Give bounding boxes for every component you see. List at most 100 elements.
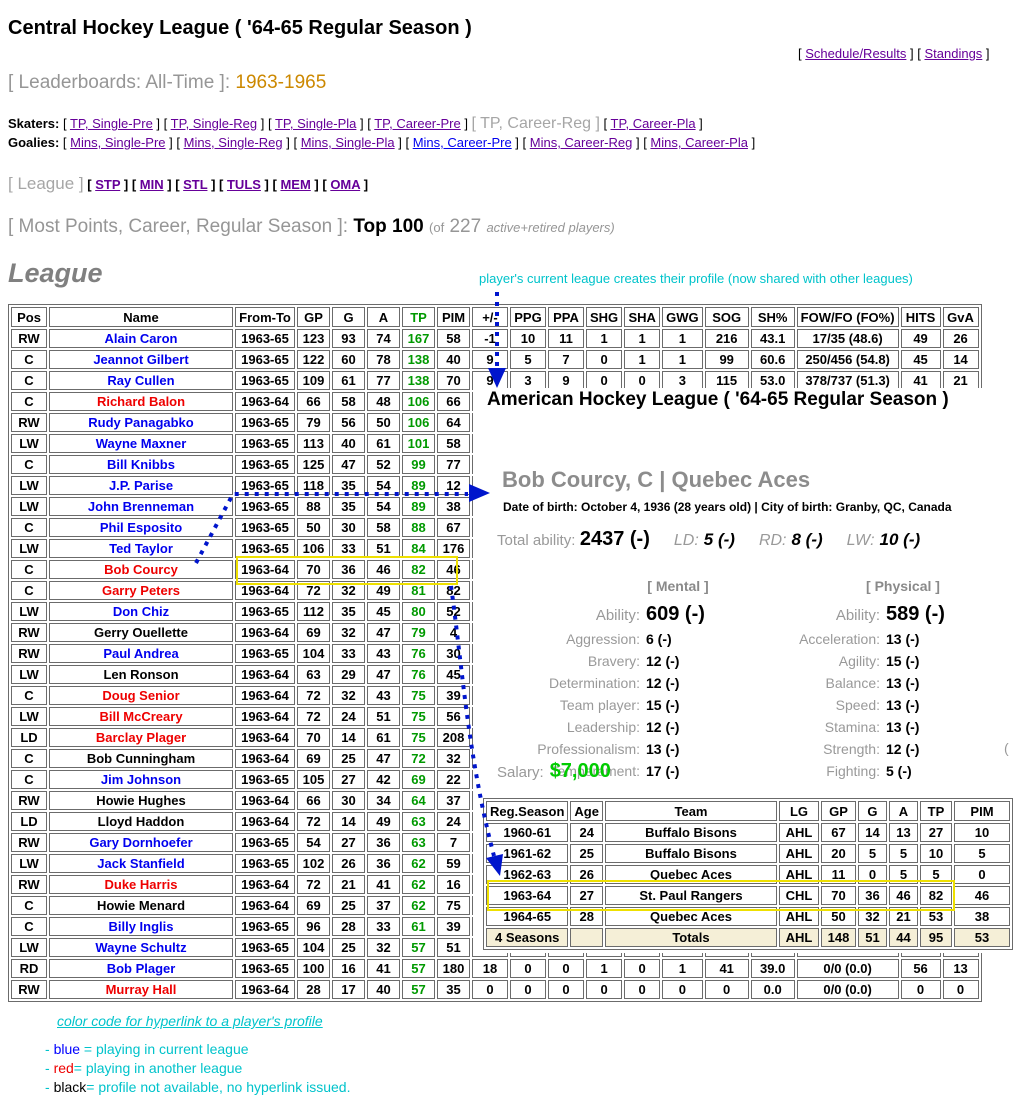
seasons-cell: 4 Seasons: [486, 928, 569, 947]
player-name-link[interactable]: Bob Courcy: [49, 560, 233, 579]
column-header-sh: SH%: [750, 307, 795, 327]
cell-stat: 7: [548, 350, 584, 369]
player-name-link[interactable]: Jim Johnson: [49, 770, 233, 789]
cell-stat: 61: [367, 728, 400, 747]
player-name-link[interactable]: Phil Esposito: [49, 518, 233, 537]
player-name-link[interactable]: Bill McCreary: [49, 707, 233, 726]
cell-stat: 78: [367, 350, 400, 369]
seasons-cell: 0: [953, 865, 1010, 884]
cell-pos: C: [11, 917, 47, 936]
attribute-row: Ability: 589 (-): [713, 600, 1016, 628]
goalies-link-mins-career-pre[interactable]: Mins, Career-Pre: [412, 135, 512, 150]
team-link-mem[interactable]: MEM: [280, 177, 311, 192]
cell-stat: 32: [367, 938, 400, 957]
skaters-link-tp-career-pla[interactable]: TP, Career-Pla: [610, 116, 696, 131]
cell-stat: 52: [367, 455, 400, 474]
cell-stat: 36: [367, 854, 400, 873]
cell-stat: 43: [367, 686, 400, 705]
cell-stat: 37: [437, 791, 470, 810]
cell-stat: 36: [367, 833, 400, 852]
cell-stat: 60: [332, 350, 365, 369]
cell-stat: 1: [662, 350, 703, 369]
goalies-link-mins-single-pla[interactable]: Mins, Single-Pla: [300, 135, 395, 150]
cell-stat: 72: [297, 581, 330, 600]
subtitle-count: 227: [449, 216, 482, 237]
goalies-link-mins-single-reg[interactable]: Mins, Single-Reg: [183, 135, 283, 150]
cell-pos: LW: [11, 938, 47, 957]
seasons-cell: 46: [888, 886, 918, 905]
player-name-link[interactable]: Paul Andrea: [49, 644, 233, 663]
player-name-link[interactable]: Billy Inglis: [49, 917, 233, 936]
player-name-link[interactable]: J.P. Parise: [49, 476, 233, 495]
top-link-schedule-results[interactable]: Schedule/Results: [805, 46, 907, 61]
player-name-link[interactable]: Jack Stanfield: [49, 854, 233, 873]
skaters-link-tp-single-pla[interactable]: TP, Single-Pla: [274, 116, 357, 131]
position-value: 5 (-): [703, 530, 735, 549]
cell-stat: 0: [900, 980, 941, 999]
cell-stat: 26: [332, 854, 365, 873]
player-name-link[interactable]: Barclay Plager: [49, 728, 233, 747]
leaderboards-range: 1963-1965: [235, 72, 327, 93]
top-link-standings[interactable]: Standings: [924, 46, 983, 61]
seasons-cell: 0: [857, 865, 887, 884]
team-link-tuls[interactable]: TULS: [226, 177, 261, 192]
skaters-link-tp-single-reg[interactable]: TP, Single-Reg: [170, 116, 258, 131]
seasons-cell: 27: [919, 823, 952, 842]
attribute-label: Leadership:: [566, 719, 640, 735]
physical-attributes: Ability: 589 (-) Acceleration: 13 (-) Agilit…: [713, 600, 1016, 782]
cell-pos: C: [11, 581, 47, 600]
cell-stat: 56: [437, 707, 470, 726]
cell-stat: 33: [367, 917, 400, 936]
seasons-column-regseason: Reg.Season: [486, 801, 569, 821]
total-ability-label: Total ability:: [497, 532, 576, 549]
cell-stat: 41: [367, 959, 400, 978]
team-link-oma[interactable]: OMA: [330, 177, 361, 192]
seasons-cell: 10: [919, 844, 952, 863]
team-link-stp[interactable]: STP: [95, 177, 121, 192]
cell-stat: 105: [297, 770, 330, 789]
cell-stat: 176: [437, 539, 470, 558]
player-name-link[interactable]: Jeannot Gilbert: [49, 350, 233, 369]
player-name-link[interactable]: Ray Cullen: [49, 371, 233, 390]
player-name-link[interactable]: Rudy Panagabko: [49, 413, 233, 432]
player-name-link[interactable]: Alain Caron: [49, 329, 233, 348]
legend-key-red: red: [53, 1060, 74, 1076]
column-header-a: A: [367, 307, 400, 327]
player-name-link[interactable]: Duke Harris: [49, 875, 233, 894]
player-name-link[interactable]: Don Chiz: [49, 602, 233, 621]
player-name-link[interactable]: John Brenneman: [49, 497, 233, 516]
seasons-cell: 26: [570, 865, 603, 884]
player-name-link[interactable]: Bob Plager: [49, 959, 233, 978]
cell-pos: C: [11, 371, 47, 390]
team-link-min[interactable]: MIN: [139, 177, 164, 192]
player-name-link[interactable]: Murray Hall: [49, 980, 233, 999]
attribute-value: 17 (-): [646, 763, 680, 779]
cell-stat: 30: [437, 644, 470, 663]
cell-stat: 63: [402, 833, 435, 852]
goalies-link-mins-career-reg[interactable]: Mins, Career-Reg: [529, 135, 633, 150]
cell-stat: 250/456 (54.8): [796, 350, 899, 369]
player-name-link[interactable]: Bill Knibbs: [49, 455, 233, 474]
goalies-link-mins-single-pre[interactable]: Mins, Single-Pre: [70, 135, 166, 150]
attribute-label: Fighting:: [826, 763, 880, 779]
seasons-row: 1963-64 27 St. Paul Rangers CHL 70 36 46 82 46: [486, 886, 1010, 905]
skaters-link-tp-career-pre[interactable]: TP, Career-Pre: [374, 116, 461, 131]
skaters-link-tp-single-pre[interactable]: TP, Single-Pre: [69, 116, 153, 131]
cell-stat: 35: [332, 602, 365, 621]
player-name-link[interactable]: Doug Senior: [49, 686, 233, 705]
player-name-link[interactable]: Garry Peters: [49, 581, 233, 600]
team-link-stl[interactable]: STL: [183, 177, 208, 192]
player-name-link[interactable]: Wayne Maxner: [49, 434, 233, 453]
player-name-link[interactable]: Gary Dornhoefer: [49, 833, 233, 852]
cell-stat: 38: [437, 497, 470, 516]
goalies-link-mins-career-pla[interactable]: Mins, Career-Pla: [650, 135, 748, 150]
cell-stat: 47: [367, 665, 400, 684]
leaderboards-line: [ Leaderboards: All-Time ]: 1963-1965: [8, 72, 326, 94]
player-name-link[interactable]: Ted Taylor: [49, 539, 233, 558]
player-name-link[interactable]: Wayne Schultz: [49, 938, 233, 957]
cell-stat: -1: [472, 329, 508, 348]
cell-stat: 46: [437, 560, 470, 579]
cell-pos: LD: [11, 728, 47, 747]
player-name-link[interactable]: Richard Balon: [49, 392, 233, 411]
cell-stat: 0: [586, 980, 623, 999]
